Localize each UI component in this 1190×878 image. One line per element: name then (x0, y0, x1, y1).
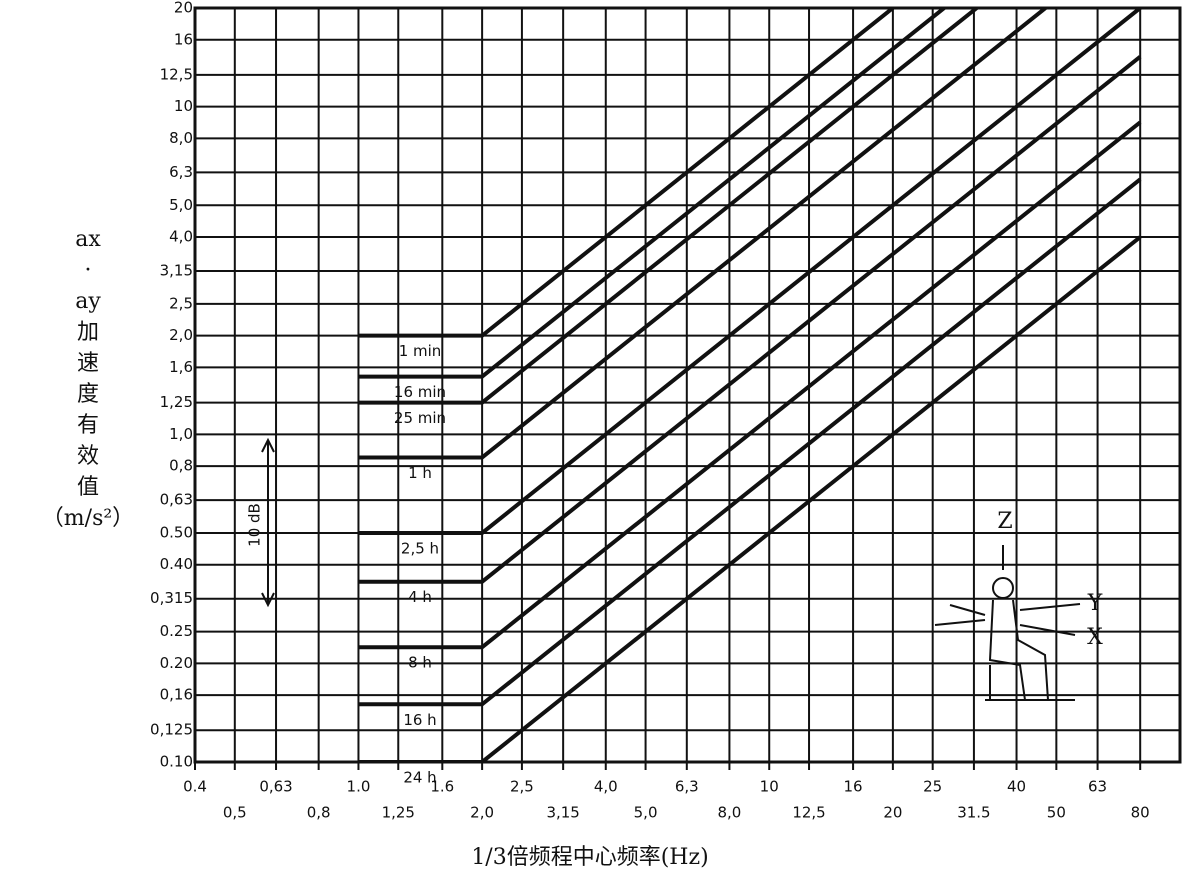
x-tick-label: 1.0 (347, 778, 371, 796)
x-tick-label: 12,5 (792, 804, 825, 822)
inset: Z Y X (934, 509, 1103, 710)
y-tick-label: 8,0 (169, 129, 193, 147)
series-label: 24 h (403, 769, 436, 787)
y-tick-label: 0.20 (160, 654, 193, 672)
series-line (358, 8, 1142, 535)
axis-arrows (934, 545, 1081, 636)
y-tick-label: 0.25 (160, 622, 193, 640)
x-tick-label: 50 (1047, 804, 1066, 822)
y-tick-label: 4,0 (169, 228, 193, 246)
x-tick-label: 0,8 (307, 804, 331, 822)
x-tick-label: 2,5 (510, 778, 534, 796)
x-axis-label: 1/3倍频程中心频率(Hz) (471, 845, 708, 870)
y-tick-label: 20 (174, 0, 193, 17)
y-tick-label: 10 (174, 97, 193, 115)
series-line (358, 177, 1142, 707)
series-label: 16 min (394, 383, 446, 401)
series-label: 1 min (399, 342, 442, 360)
inset-label: Z (997, 509, 1012, 534)
y-tick-label: 1,0 (169, 425, 193, 443)
series-line (358, 55, 1142, 584)
x-tick-label: 6,3 (675, 778, 699, 796)
y-axis-label: 加 (77, 320, 99, 345)
y-axis-label: 有 (77, 413, 99, 438)
x-tick-label: 2,0 (470, 804, 494, 822)
x-tick-label: 40 (1007, 778, 1026, 796)
y-tick-label: 0.50 (160, 523, 193, 541)
y-axis-label: ax (75, 227, 101, 252)
inset-bg (940, 560, 1100, 710)
series-line (358, 8, 948, 379)
x-tick-label: 3,15 (546, 804, 579, 822)
y-tick-label: 0.10 (160, 753, 193, 771)
y-tick-label: 0.40 (160, 555, 193, 573)
y-tick-label: 3,15 (160, 262, 193, 280)
series-label: 2,5 h (401, 539, 439, 557)
x-tick-label: 1,25 (382, 804, 415, 822)
y-tick-label: 6,3 (169, 163, 193, 181)
x-tick-label: 0,63 (259, 778, 292, 796)
plot-frame (193, 6, 1182, 764)
y-tick-label: 0,63 (160, 491, 193, 509)
x-tick-label: 20 (883, 804, 902, 822)
x-tick-label: 25 (923, 778, 942, 796)
y-tick-label: 0,16 (160, 686, 193, 704)
series-label: 8 h (408, 654, 432, 672)
x-tick-label: 1.6 (430, 778, 454, 796)
series-label: 1 h (408, 464, 432, 482)
y-axis-label: · (85, 258, 92, 283)
x-tick-label: 0,5 (223, 804, 247, 822)
y-tick-label: 12,5 (160, 65, 193, 83)
x-tick-label: 8,0 (717, 804, 741, 822)
lines (358, 8, 1142, 762)
series-line (358, 8, 897, 338)
y-tick-label: 16 (174, 30, 193, 48)
y-axis-label: 值 (77, 475, 99, 500)
x-tick-label: 4,0 (594, 778, 618, 796)
y-axis-label: 效 (77, 444, 99, 469)
inset-label: Y (1087, 591, 1103, 616)
annotation: 10 dB (246, 503, 264, 547)
y-axis-label: 速 (77, 351, 99, 376)
series-label: 25 min (394, 409, 446, 427)
x-tick-label: 16 (844, 778, 863, 796)
y-tick-label: 0,315 (150, 589, 193, 607)
x-tick-label: 63 (1088, 778, 1107, 796)
y-axis-label: （m/s²） (42, 506, 134, 531)
y-tick-label: 1,25 (160, 393, 193, 411)
y-tick-label: 0,125 (150, 721, 193, 739)
series-line (358, 8, 1049, 460)
y-tick-label: 2,0 (169, 326, 193, 344)
x-tick-label: 80 (1131, 804, 1150, 822)
series-label: 16 h (403, 711, 436, 729)
db-arrow-heads (261, 437, 275, 608)
series-label: 4 h (408, 588, 432, 606)
x-tick-label: 31.5 (957, 804, 990, 822)
y-axis-label: ay (75, 289, 101, 314)
y-tick-label: 2,5 (169, 294, 193, 312)
y-tick-label: 0,8 (169, 457, 193, 475)
y-tick-label: 1,6 (169, 358, 193, 376)
series-line (358, 120, 1142, 650)
y-axis-label: 度 (77, 382, 99, 407)
inset-label: X (1087, 625, 1103, 650)
x-tick-label: 10 (760, 778, 779, 796)
x-tick-label: 5,0 (634, 804, 658, 822)
x-tick-label: 0.4 (183, 778, 207, 796)
series-line (358, 235, 1142, 762)
y-tick-label: 5,0 (169, 196, 193, 214)
series-line (358, 8, 980, 405)
